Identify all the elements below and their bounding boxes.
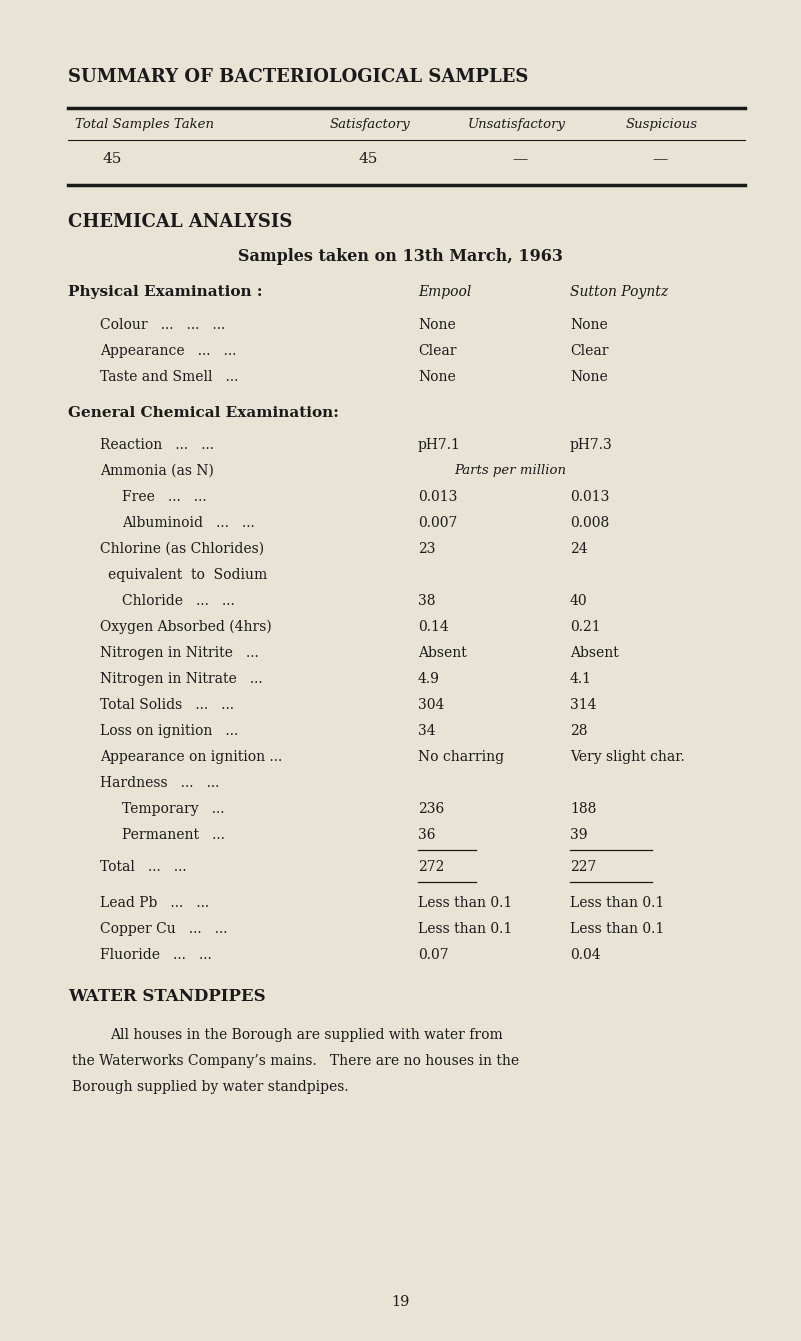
Text: Total Solids   ...   ...: Total Solids ... ... xyxy=(100,699,234,712)
Text: All houses in the Borough are supplied with water from: All houses in the Borough are supplied w… xyxy=(110,1029,503,1042)
Text: None: None xyxy=(418,370,456,384)
Text: CHEMICAL ANALYSIS: CHEMICAL ANALYSIS xyxy=(68,213,292,231)
Text: 34: 34 xyxy=(418,724,436,738)
Text: Nitrogen in Nitrate   ...: Nitrogen in Nitrate ... xyxy=(100,672,263,687)
Text: None: None xyxy=(570,318,608,333)
Text: Samples taken on 13th March, 1963: Samples taken on 13th March, 1963 xyxy=(238,248,562,266)
Text: Loss on ignition   ...: Loss on ignition ... xyxy=(100,724,238,738)
Text: pH7.3: pH7.3 xyxy=(570,439,613,452)
Text: 227: 227 xyxy=(570,860,597,874)
Text: 4.9: 4.9 xyxy=(418,672,440,687)
Text: 0.04: 0.04 xyxy=(570,948,601,961)
Text: 38: 38 xyxy=(418,594,436,607)
Text: —: — xyxy=(652,152,667,166)
Text: Less than 0.1: Less than 0.1 xyxy=(570,923,664,936)
Text: 236: 236 xyxy=(418,802,445,817)
Text: 45: 45 xyxy=(103,152,122,166)
Text: Colour   ...   ...   ...: Colour ... ... ... xyxy=(100,318,225,333)
Text: None: None xyxy=(418,318,456,333)
Text: Albuminoid   ...   ...: Albuminoid ... ... xyxy=(122,516,255,530)
Text: pH7.1: pH7.1 xyxy=(418,439,461,452)
Text: Lead Pb   ...   ...: Lead Pb ... ... xyxy=(100,896,209,911)
Text: —: — xyxy=(513,152,528,166)
Text: 40: 40 xyxy=(570,594,588,607)
Text: Clear: Clear xyxy=(570,345,609,358)
Text: 304: 304 xyxy=(418,699,445,712)
Text: Clear: Clear xyxy=(418,345,457,358)
Text: 188: 188 xyxy=(570,802,597,817)
Text: Empool: Empool xyxy=(418,286,471,299)
Text: Less than 0.1: Less than 0.1 xyxy=(418,923,513,936)
Text: Absent: Absent xyxy=(418,646,467,660)
Text: Chlorine (as Chlorides): Chlorine (as Chlorides) xyxy=(100,542,264,557)
Text: Satisfactory: Satisfactory xyxy=(330,118,411,131)
Text: 36: 36 xyxy=(418,827,436,842)
Text: 45: 45 xyxy=(358,152,378,166)
Text: 19: 19 xyxy=(391,1295,409,1309)
Text: 272: 272 xyxy=(418,860,445,874)
Text: Total Samples Taken: Total Samples Taken xyxy=(75,118,214,131)
Text: Appearance   ...   ...: Appearance ... ... xyxy=(100,345,236,358)
Text: equivalent  to  Sodium: equivalent to Sodium xyxy=(108,569,268,582)
Text: Appearance on ignition ...: Appearance on ignition ... xyxy=(100,750,282,764)
Text: Less than 0.1: Less than 0.1 xyxy=(418,896,513,911)
Text: SUMMARY OF BACTERIOLOGICAL SAMPLES: SUMMARY OF BACTERIOLOGICAL SAMPLES xyxy=(68,68,529,86)
Text: Permanent   ...: Permanent ... xyxy=(122,827,225,842)
Text: No charring: No charring xyxy=(418,750,504,764)
Text: 0.013: 0.013 xyxy=(418,489,457,504)
Text: Oxygen Absorbed (4hrs): Oxygen Absorbed (4hrs) xyxy=(100,620,272,634)
Text: Suspicious: Suspicious xyxy=(626,118,698,131)
Text: Physical Examination :: Physical Examination : xyxy=(68,286,263,299)
Text: 0.008: 0.008 xyxy=(570,516,610,530)
Text: Free   ...   ...: Free ... ... xyxy=(122,489,207,504)
Text: 28: 28 xyxy=(570,724,587,738)
Text: 314: 314 xyxy=(570,699,597,712)
Text: Parts per million: Parts per million xyxy=(454,464,566,477)
Text: the Waterworks Company’s mains.   There are no houses in the: the Waterworks Company’s mains. There ar… xyxy=(72,1054,519,1067)
Text: 4.1: 4.1 xyxy=(570,672,592,687)
Text: Total   ...   ...: Total ... ... xyxy=(100,860,187,874)
Text: Reaction   ...   ...: Reaction ... ... xyxy=(100,439,214,452)
Text: 0.013: 0.013 xyxy=(570,489,610,504)
Text: 23: 23 xyxy=(418,542,436,557)
Text: Borough supplied by water standpipes.: Borough supplied by water standpipes. xyxy=(72,1080,348,1094)
Text: General Chemical Examination:: General Chemical Examination: xyxy=(68,406,339,420)
Text: 0.07: 0.07 xyxy=(418,948,449,961)
Text: 0.007: 0.007 xyxy=(418,516,457,530)
Text: Ammonia (as N): Ammonia (as N) xyxy=(100,464,214,477)
Text: Very slight char.: Very slight char. xyxy=(570,750,685,764)
Text: Copper Cu   ...   ...: Copper Cu ... ... xyxy=(100,923,227,936)
Text: 0.21: 0.21 xyxy=(570,620,601,634)
Text: Nitrogen in Nitrite   ...: Nitrogen in Nitrite ... xyxy=(100,646,259,660)
Text: Absent: Absent xyxy=(570,646,618,660)
Text: 39: 39 xyxy=(570,827,587,842)
Text: 0.14: 0.14 xyxy=(418,620,449,634)
Text: Temporary   ...: Temporary ... xyxy=(122,802,224,817)
Text: Fluoride   ...   ...: Fluoride ... ... xyxy=(100,948,211,961)
Text: Unsatisfactory: Unsatisfactory xyxy=(468,118,566,131)
Text: WATER STANDPIPES: WATER STANDPIPES xyxy=(68,988,266,1004)
Text: Taste and Smell   ...: Taste and Smell ... xyxy=(100,370,239,384)
Text: Chloride   ...   ...: Chloride ... ... xyxy=(122,594,235,607)
Text: Less than 0.1: Less than 0.1 xyxy=(570,896,664,911)
Text: 24: 24 xyxy=(570,542,588,557)
Text: None: None xyxy=(570,370,608,384)
Text: Sutton Poyntz: Sutton Poyntz xyxy=(570,286,668,299)
Text: Hardness   ...   ...: Hardness ... ... xyxy=(100,776,219,790)
